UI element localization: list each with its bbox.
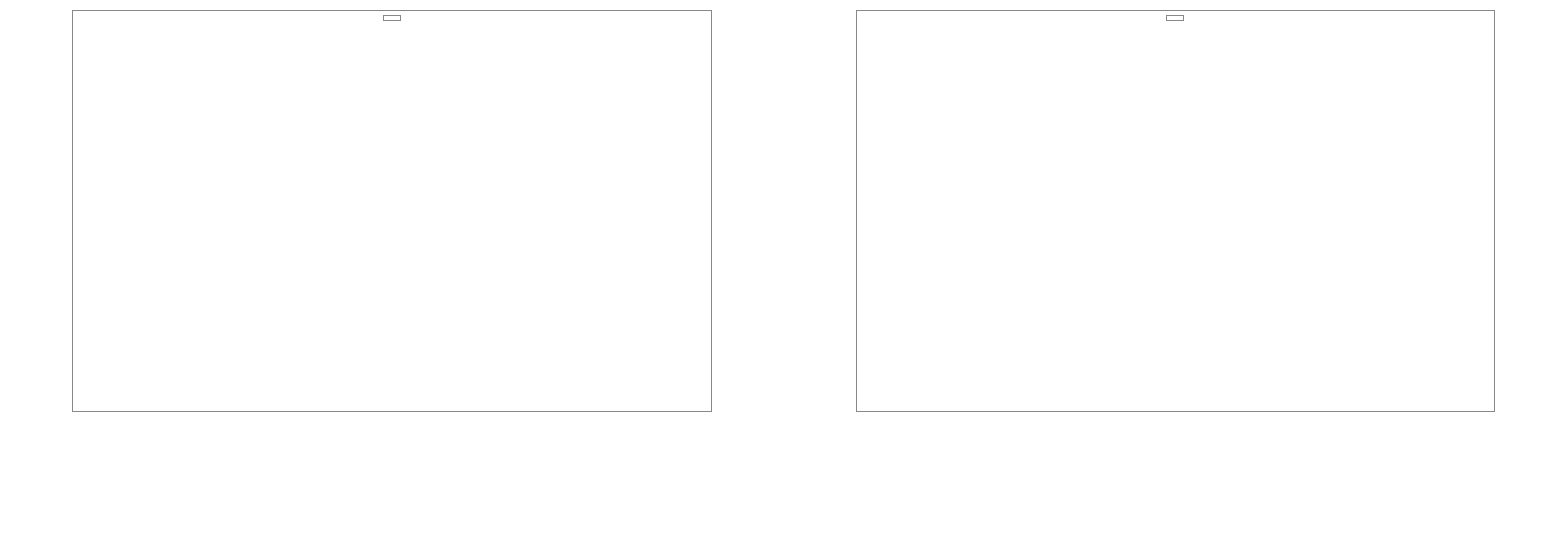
right-legend xyxy=(1166,15,1184,21)
left-chart-area xyxy=(72,10,712,412)
right-chart-area xyxy=(856,10,1496,412)
right-panel xyxy=(784,0,1567,555)
chart-pair-container xyxy=(0,0,1567,555)
left-svg-layer xyxy=(73,11,373,161)
left-legend xyxy=(383,15,401,21)
left-panel xyxy=(0,0,784,555)
right-svg-layer xyxy=(857,11,1157,161)
